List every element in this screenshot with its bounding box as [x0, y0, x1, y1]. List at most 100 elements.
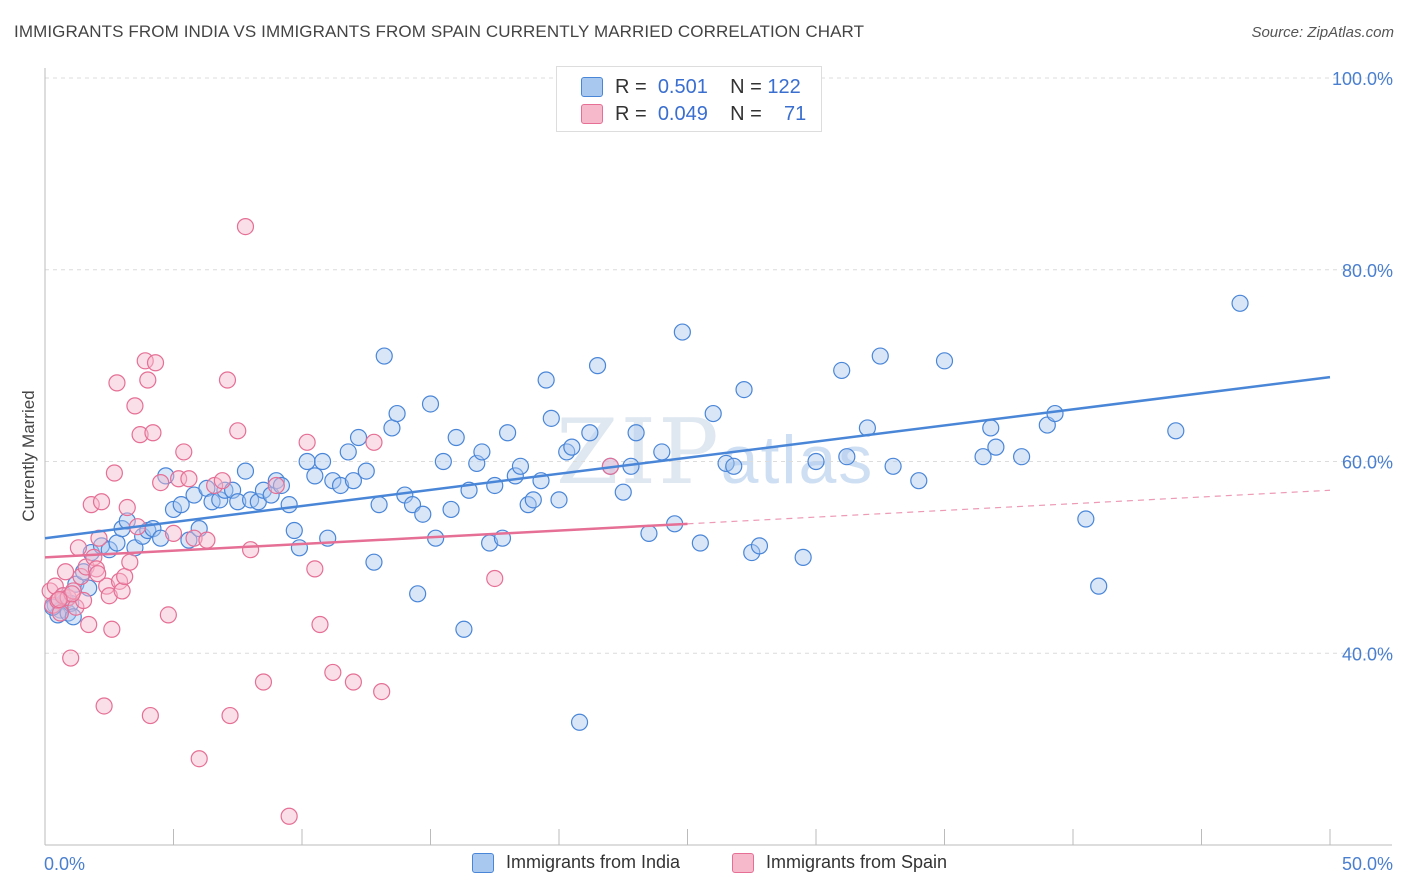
point-spain	[185, 529, 203, 547]
point-spain	[144, 424, 162, 442]
point-spain	[365, 433, 383, 451]
point-spain	[242, 541, 260, 559]
point-india	[524, 491, 542, 509]
legend-r-label: R =	[615, 75, 647, 98]
point-india	[365, 553, 383, 571]
point-india	[1077, 510, 1095, 528]
source-label: Source: ZipAtlas.com	[1251, 24, 1394, 41]
point-india	[64, 608, 82, 626]
point-india	[519, 496, 537, 514]
point-spain	[373, 682, 391, 701]
point-india	[673, 323, 691, 341]
point-india	[285, 521, 303, 540]
point-india	[588, 357, 607, 375]
point-spain	[267, 476, 285, 495]
point-spain	[221, 706, 239, 725]
point-spain	[50, 590, 68, 609]
legend-swatch-spain	[581, 104, 603, 124]
point-india	[725, 457, 743, 475]
point-india	[298, 452, 316, 471]
point-india	[537, 371, 555, 389]
legend-label-india: Immigrants from India	[506, 852, 681, 872]
point-india	[653, 443, 671, 461]
point-india	[409, 585, 427, 603]
point-spain	[116, 567, 134, 586]
point-india	[473, 443, 491, 461]
point-spain	[229, 422, 247, 440]
point-india	[442, 500, 460, 519]
point-india	[563, 438, 581, 456]
point-spain	[213, 472, 231, 490]
chart-title: IMMIGRANTS FROM INDIA VS IMMIGRANTS FROM…	[14, 22, 865, 41]
point-spain	[110, 572, 129, 590]
point-spain	[152, 473, 170, 492]
y-tick-label: 80.0%	[1342, 261, 1393, 281]
point-spain	[159, 606, 177, 624]
point-spain	[131, 426, 149, 444]
point-india	[542, 409, 560, 427]
point-india	[447, 428, 465, 447]
point-spain	[103, 620, 121, 638]
point-spain	[236, 218, 255, 236]
legend-n-value: 122	[767, 75, 801, 98]
legend-item-spain[interactable]: Immigrants from Spain	[732, 852, 947, 873]
point-india	[704, 404, 722, 423]
point-india	[1167, 422, 1185, 440]
point-india	[1046, 404, 1064, 423]
point-india	[267, 472, 285, 490]
point-spain	[136, 352, 154, 370]
point-spain	[139, 371, 157, 389]
legend-row-spain: R = 0.049 N = 71	[581, 102, 806, 126]
point-india	[1090, 577, 1108, 595]
point-india	[388, 404, 406, 423]
point-spain	[82, 496, 100, 514]
point-india	[313, 452, 332, 471]
point-india	[414, 505, 432, 523]
point-india	[1231, 294, 1249, 312]
point-spain	[141, 706, 159, 725]
point-india	[455, 620, 473, 638]
point-india	[511, 457, 530, 475]
point-spain	[121, 553, 139, 571]
point-india	[339, 443, 357, 461]
legend-item-india[interactable]: Immigrants from India	[472, 852, 680, 873]
point-india	[982, 419, 1000, 437]
point-india	[550, 491, 568, 509]
point-india	[383, 419, 401, 437]
point-india	[108, 534, 126, 552]
point-india	[871, 347, 889, 365]
point-india	[987, 438, 1005, 456]
point-spain	[298, 433, 316, 451]
point-spain	[180, 470, 198, 488]
y-tick-label: 100.0%	[1332, 69, 1393, 89]
point-india	[558, 443, 576, 461]
point-spain	[56, 563, 75, 581]
legend-row-india: R = 0.501 N = 122	[581, 75, 801, 99]
point-spain	[89, 565, 107, 583]
point-india	[421, 395, 440, 413]
trend-lines	[44, 375, 1331, 559]
point-india	[344, 472, 362, 490]
point-india	[280, 496, 298, 514]
point-india	[833, 361, 851, 380]
point-spain	[105, 464, 123, 482]
trendline-spain	[44, 522, 688, 559]
y-axis-label: Currently Married	[19, 390, 38, 521]
point-india	[152, 529, 170, 547]
trendline-spain-extension	[687, 489, 1331, 525]
point-spain	[190, 750, 208, 768]
point-india	[1012, 448, 1031, 466]
point-india	[807, 452, 825, 471]
point-india	[614, 483, 632, 501]
legend-swatch-india	[472, 852, 494, 873]
point-india	[272, 476, 291, 495]
x-tick-label: 0.0%	[44, 854, 85, 874]
legend-n-label: N =	[730, 75, 762, 98]
axes	[44, 68, 1392, 846]
correlation-legend: R = 0.501 N = 122 R = 0.049 N = 71	[556, 66, 822, 132]
point-spain	[80, 615, 98, 634]
point-spain	[306, 560, 324, 578]
point-india	[794, 548, 812, 566]
point-spain	[164, 524, 183, 543]
